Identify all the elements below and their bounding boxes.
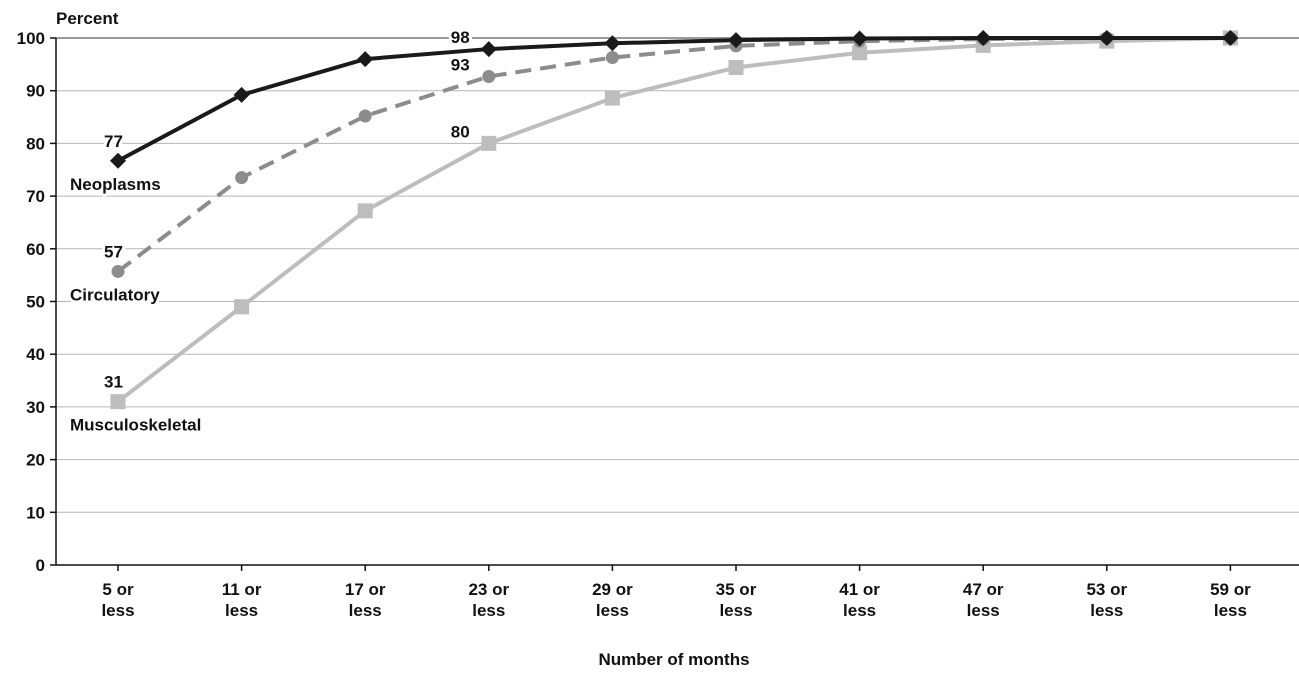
- y-tick-label: 0: [36, 556, 45, 575]
- x-tick-label-line1: 41 or: [839, 580, 880, 599]
- point-neoplasms: [110, 152, 126, 169]
- point-neoplasms: [357, 51, 374, 68]
- x-tick-label: 59 or less: [1210, 580, 1251, 620]
- data-label: 80: [451, 122, 470, 141]
- x-tick-label-line2: less: [225, 601, 258, 620]
- y-tick-label: 80: [26, 134, 45, 153]
- series-labels: 77 98 Neoplasms 57 93 Circulatory 31 80 Musculos…: [67, 25, 473, 438]
- point-neoplasms: [1098, 30, 1115, 46]
- x-tick-label-line2: less: [843, 601, 876, 620]
- x-tick-label-line2: less: [719, 601, 752, 620]
- y-tick-label: 100: [17, 29, 45, 48]
- series-lines: [110, 30, 1239, 410]
- data-label: 98: [451, 28, 470, 47]
- x-tick-label: 11 or less: [222, 580, 262, 620]
- x-tick-label-line1: 29 or: [592, 580, 633, 599]
- point-musculoskeletal: [234, 299, 250, 315]
- point-neoplasms: [604, 35, 621, 52]
- point-musculoskeletal: [604, 90, 620, 106]
- data-label: 57: [104, 242, 123, 261]
- x-tick-label: 47 or less: [963, 580, 1004, 620]
- gridlines: [56, 37, 1299, 513]
- x-tick-label: 41 or less: [839, 580, 880, 620]
- x-axis-title: Number of months: [598, 650, 749, 669]
- y-tick-label: 10: [26, 503, 45, 522]
- data-label: 93: [451, 55, 470, 74]
- x-tick-label: 29 or less: [592, 580, 633, 620]
- point-neoplasms: [1222, 30, 1239, 46]
- x-tick-label: 5 or less: [101, 580, 134, 620]
- x-tick-label-line2: less: [1090, 601, 1123, 620]
- x-tick-label-line2: less: [472, 601, 505, 620]
- x-tick-label-line1: 47 or: [963, 580, 1004, 599]
- y-tick-label: 20: [26, 451, 45, 470]
- x-tick-label: 17 or less: [345, 580, 386, 620]
- y-tick-label: 70: [26, 187, 45, 206]
- point-musculoskeletal: [481, 135, 497, 151]
- x-tick-label-line1: 5 or: [102, 580, 134, 599]
- x-tick-label: 53 or less: [1086, 580, 1127, 620]
- y-tick-label: 90: [26, 82, 45, 101]
- point-neoplasms: [975, 30, 992, 46]
- y-tick-label: 40: [26, 345, 45, 364]
- point-musculoskeletal: [110, 394, 126, 410]
- point-neoplasms: [851, 30, 868, 47]
- series-name-label: Neoplasms: [70, 175, 161, 194]
- x-tick-label: 23 or less: [468, 580, 509, 620]
- x-tick-label-line2: less: [596, 601, 629, 620]
- data-label: 77: [104, 132, 123, 151]
- data-label: 31: [104, 373, 123, 392]
- y-tick-label: 30: [26, 398, 45, 417]
- series-line-circulatory: [116, 36, 1231, 274]
- x-tick-label-line2: less: [1214, 601, 1247, 620]
- x-tick-label-line1: 23 or: [468, 580, 509, 599]
- point-neoplasms: [728, 32, 744, 49]
- y-axis-title: Percent: [56, 9, 119, 28]
- series-name-label: Circulatory: [70, 285, 160, 304]
- x-tick-label-line1: 35 or: [716, 580, 757, 599]
- y-tick-label: 60: [26, 240, 45, 259]
- point-neoplasms: [233, 86, 250, 103]
- x-tick-label-line1: 11 or: [222, 580, 262, 599]
- x-tick-label-line1: 17 or: [345, 580, 386, 599]
- point-circulatory: [482, 69, 496, 83]
- x-tick-label-line1: 53 or: [1086, 580, 1127, 599]
- point-musculoskeletal: [357, 203, 373, 219]
- point-musculoskeletal: [728, 60, 744, 76]
- y-tick-label: 50: [26, 293, 45, 312]
- point-circulatory: [605, 50, 619, 64]
- point-neoplasms: [480, 41, 497, 58]
- point-circulatory: [358, 109, 372, 123]
- series-line-musculoskeletal: [116, 36, 1231, 404]
- point-circulatory: [235, 171, 249, 185]
- x-tick-label: 35 or less: [716, 580, 757, 620]
- point-circulatory: [111, 264, 125, 278]
- series-name-label: Musculoskeletal: [70, 416, 201, 435]
- x-tick-label-line2: less: [349, 601, 382, 620]
- point-musculoskeletal: [852, 45, 868, 61]
- x-tick-label-line1: 59 or: [1210, 580, 1251, 599]
- x-tick-label-line2: less: [967, 601, 1000, 620]
- x-tick-label-line2: less: [101, 601, 134, 620]
- series-line-neoplasms: [117, 36, 1231, 163]
- y-axis-ticks: 0 10 20 30 40 50 60 70 80 90 100: [17, 29, 56, 575]
